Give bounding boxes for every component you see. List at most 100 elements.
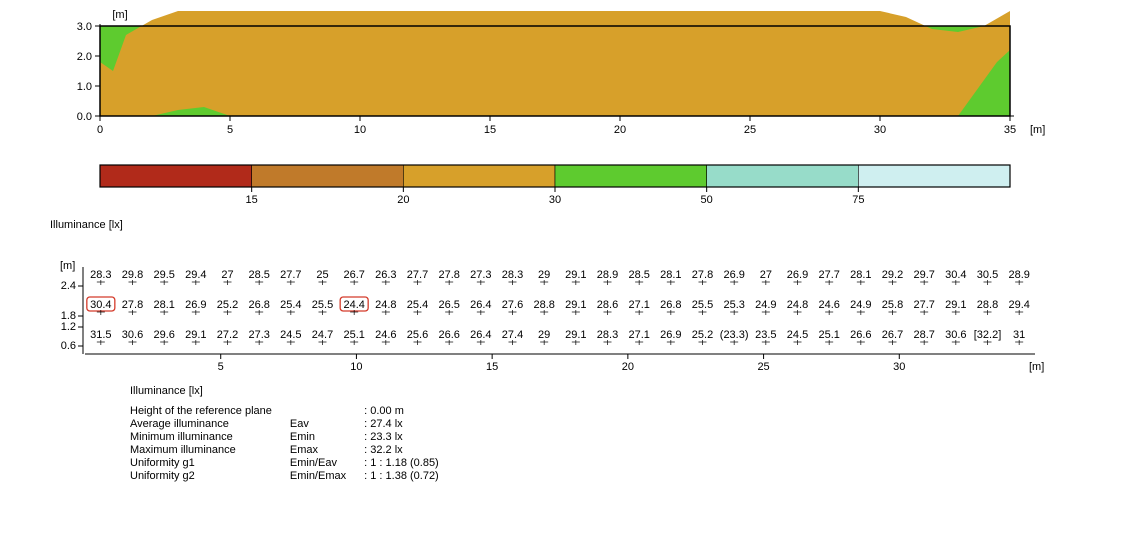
svg-text:29.1: 29.1	[945, 299, 966, 311]
svg-text:28.1: 28.1	[660, 269, 681, 281]
svg-text:29.5: 29.5	[153, 269, 174, 281]
summary-row: Minimum illuminanceEmin: 23.3 lx	[130, 431, 457, 444]
svg-text:26.8: 26.8	[660, 299, 681, 311]
summary-row: Maximum illuminanceEmax: 32.2 lx	[130, 444, 457, 457]
svg-text:28.9: 28.9	[1008, 269, 1029, 281]
svg-text:5: 5	[218, 361, 224, 373]
svg-text:[m]: [m]	[1029, 361, 1044, 373]
svg-text:27.1: 27.1	[628, 329, 649, 341]
svg-text:27.2: 27.2	[217, 329, 238, 341]
svg-text:24.6: 24.6	[375, 329, 396, 341]
svg-text:25.4: 25.4	[407, 299, 428, 311]
svg-text:0.0: 0.0	[77, 111, 92, 123]
svg-text:26.9: 26.9	[787, 269, 808, 281]
svg-text:24.8: 24.8	[375, 299, 396, 311]
summary-table: Height of the reference plane: 0.00 mAve…	[130, 405, 457, 483]
svg-text:0.6: 0.6	[61, 340, 76, 352]
svg-text:28.8: 28.8	[977, 299, 998, 311]
svg-text:3.0: 3.0	[77, 21, 92, 33]
svg-text:27.3: 27.3	[248, 329, 269, 341]
svg-text:29.1: 29.1	[185, 329, 206, 341]
svg-text:23.5: 23.5	[755, 329, 776, 341]
svg-text:10: 10	[350, 361, 362, 373]
svg-text:29.2: 29.2	[882, 269, 903, 281]
svg-text:26.3: 26.3	[375, 269, 396, 281]
summary-row: Average illuminanceEav: 27.4 lx	[130, 418, 457, 431]
grid-svg: [m]2.41.81.20.628.329.829.529.42728.527.…	[50, 259, 1050, 379]
svg-text:26.8: 26.8	[248, 299, 269, 311]
svg-text:25.1: 25.1	[818, 329, 839, 341]
svg-text:26.6: 26.6	[850, 329, 871, 341]
svg-text:28.1: 28.1	[850, 269, 871, 281]
svg-text:25.1: 25.1	[343, 329, 364, 341]
svg-text:24.7: 24.7	[312, 329, 333, 341]
svg-text:25.6: 25.6	[407, 329, 428, 341]
svg-text:27.8: 27.8	[438, 269, 459, 281]
svg-text:29: 29	[538, 329, 550, 341]
svg-text:25.4: 25.4	[280, 299, 301, 311]
svg-text:30.6: 30.6	[122, 329, 143, 341]
svg-text:5: 5	[227, 124, 233, 136]
svg-text:25.2: 25.2	[217, 299, 238, 311]
legend-label: Illuminance [lx]	[50, 219, 1130, 231]
svg-text:30: 30	[549, 194, 561, 206]
svg-text:26.4: 26.4	[470, 329, 491, 341]
value-grid: [m]2.41.81.20.628.329.829.529.42728.527.…	[0, 259, 1130, 379]
svg-text:28.9: 28.9	[597, 269, 618, 281]
svg-text:35: 35	[1004, 124, 1016, 136]
svg-text:27.8: 27.8	[122, 299, 143, 311]
svg-text:28.5: 28.5	[248, 269, 269, 281]
svg-text:28.3: 28.3	[90, 269, 111, 281]
svg-text:26.4: 26.4	[470, 299, 491, 311]
svg-text:26.5: 26.5	[438, 299, 459, 311]
svg-text:25.2: 25.2	[692, 329, 713, 341]
svg-text:20: 20	[397, 194, 409, 206]
svg-text:[m]: [m]	[60, 260, 75, 272]
summary-title: Illuminance [lx]	[130, 385, 1130, 397]
svg-text:29.8: 29.8	[122, 269, 143, 281]
svg-text:25: 25	[744, 124, 756, 136]
svg-text:75: 75	[852, 194, 864, 206]
svg-text:0: 0	[97, 124, 103, 136]
svg-text:27.6: 27.6	[502, 299, 523, 311]
legend-svg: 1520305075	[20, 157, 1050, 217]
svg-text:30.6: 30.6	[945, 329, 966, 341]
svg-text:2.4: 2.4	[61, 280, 76, 292]
summary-row: Height of the reference plane: 0.00 m	[130, 405, 457, 418]
svg-text:15: 15	[484, 124, 496, 136]
svg-text:24.8: 24.8	[787, 299, 808, 311]
svg-text:26.9: 26.9	[660, 329, 681, 341]
svg-text:24.5: 24.5	[280, 329, 301, 341]
map-svg: [m]0.01.02.03.005101520253035[m]	[20, 6, 1050, 151]
svg-text:26.9: 26.9	[185, 299, 206, 311]
svg-text:28.1: 28.1	[153, 299, 174, 311]
svg-text:25: 25	[757, 361, 769, 373]
svg-text:27.7: 27.7	[913, 299, 934, 311]
svg-text:26.9: 26.9	[723, 269, 744, 281]
svg-text:28.8: 28.8	[533, 299, 554, 311]
svg-text:31: 31	[1013, 329, 1025, 341]
legend-bar: 1520305075 Illuminance [lx]	[0, 157, 1130, 231]
svg-text:24.9: 24.9	[755, 299, 776, 311]
svg-text:25.5: 25.5	[692, 299, 713, 311]
svg-text:28.3: 28.3	[597, 329, 618, 341]
svg-text:2.0: 2.0	[77, 51, 92, 63]
svg-text:25.5: 25.5	[312, 299, 333, 311]
svg-text:28.3: 28.3	[502, 269, 523, 281]
svg-text:10: 10	[354, 124, 366, 136]
svg-text:25.3: 25.3	[723, 299, 744, 311]
svg-text:[m]: [m]	[1030, 124, 1045, 136]
svg-text:30.5: 30.5	[977, 269, 998, 281]
svg-text:30: 30	[874, 124, 886, 136]
svg-text:30: 30	[893, 361, 905, 373]
svg-text:15: 15	[246, 194, 258, 206]
svg-text:29.4: 29.4	[1008, 299, 1029, 311]
svg-text:29: 29	[538, 269, 550, 281]
svg-text:29.1: 29.1	[565, 269, 586, 281]
summary-row: Uniformity g1Emin/Eav: 1 : 1.18 (0.85)	[130, 457, 457, 470]
svg-text:30.4: 30.4	[945, 269, 966, 281]
svg-text:27.7: 27.7	[407, 269, 428, 281]
svg-text:28.5: 28.5	[628, 269, 649, 281]
svg-text:24.4: 24.4	[343, 299, 364, 311]
svg-text:27.8: 27.8	[692, 269, 713, 281]
